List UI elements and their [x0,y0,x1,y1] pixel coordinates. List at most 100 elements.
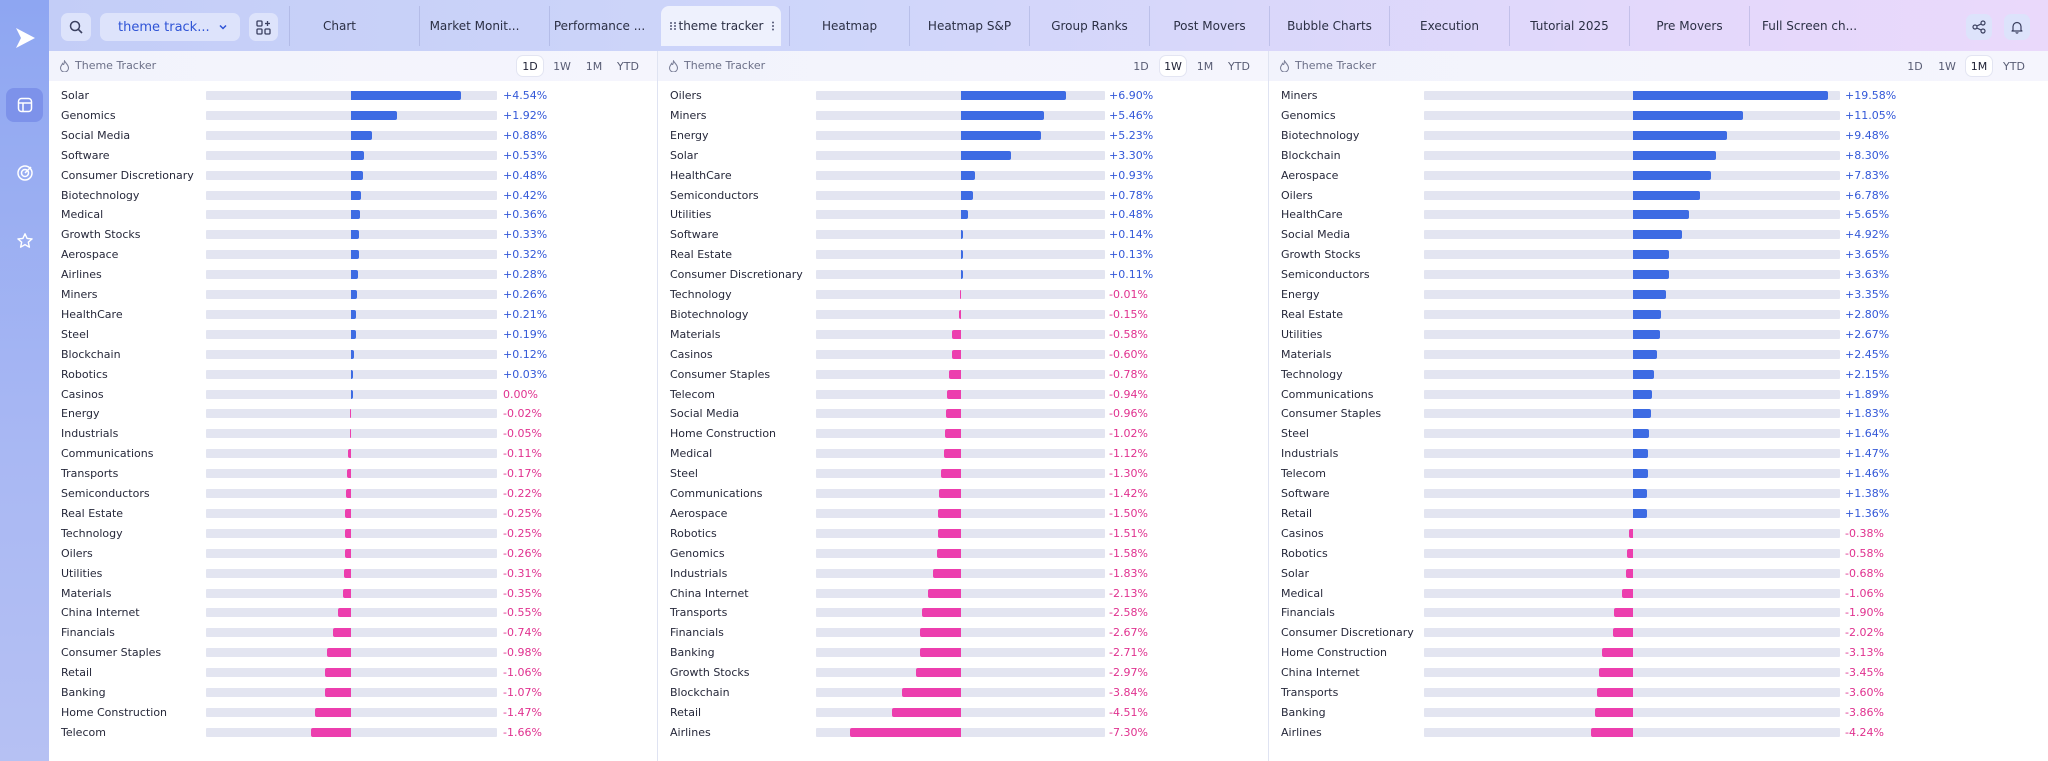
theme-row[interactable]: Miners +19.58% [1269,86,2048,106]
theme-row[interactable]: Real Estate +2.80% [1269,305,2048,325]
tab-performance[interactable]: Performance ... [549,6,649,46]
tab-chart[interactable]: Chart [289,6,389,46]
range-button-1m[interactable]: 1M [1196,59,1214,73]
range-button-1w[interactable]: 1W [1938,59,1956,73]
theme-row[interactable]: Oilers +6.90% [658,86,1268,106]
theme-row[interactable]: Robotics -0.58% [1269,544,2048,564]
theme-row[interactable]: Technology +2.15% [1269,365,2048,385]
theme-row[interactable]: Genomics +11.05% [1269,106,2048,126]
theme-row[interactable]: Telecom -1.66% [49,723,657,743]
theme-row[interactable]: Telecom +1.46% [1269,464,2048,484]
theme-row[interactable]: Transports -2.58% [658,603,1268,623]
theme-row[interactable]: Social Media +0.88% [49,126,657,146]
theme-row[interactable]: Energy -0.02% [49,404,657,424]
theme-row[interactable]: Casinos -0.60% [658,345,1268,365]
theme-row[interactable]: Miners +5.46% [658,106,1268,126]
theme-row[interactable]: Oilers +6.78% [1269,186,2048,206]
theme-row[interactable]: Semiconductors +3.63% [1269,265,2048,285]
theme-row[interactable]: Steel -1.30% [658,464,1268,484]
tab-market-monitor[interactable]: Market Monit... [419,6,529,46]
theme-row[interactable]: Home Construction -1.47% [49,703,657,723]
theme-row[interactable]: Biotechnology +9.48% [1269,126,2048,146]
theme-row[interactable]: Banking -1.07% [49,683,657,703]
theme-row[interactable]: Industrials -0.05% [49,424,657,444]
theme-row[interactable]: China Internet -3.45% [1269,663,2048,683]
range-button-1d[interactable]: 1D [1907,59,1923,73]
theme-row[interactable]: Consumer Discretionary +0.11% [658,265,1268,285]
theme-row[interactable]: Miners +0.26% [49,285,657,305]
theme-row[interactable]: Growth Stocks +3.65% [1269,245,2048,265]
theme-row[interactable]: Financials -1.90% [1269,603,2048,623]
theme-row[interactable]: Energy +3.35% [1269,285,2048,305]
theme-row[interactable]: Banking -3.86% [1269,703,2048,723]
theme-row[interactable]: Home Construction -3.13% [1269,643,2048,663]
theme-row[interactable]: Telecom -0.94% [658,385,1268,405]
theme-row[interactable]: Financials -0.74% [49,623,657,643]
range-button-1w[interactable]: 1W [1160,56,1186,76]
theme-row[interactable]: Consumer Discretionary +0.48% [49,166,657,186]
theme-row[interactable]: Consumer Staples -0.78% [658,365,1268,385]
scanner-nav-button[interactable] [6,156,43,190]
dashboard-nav-button[interactable] [6,88,43,122]
theme-row[interactable]: Utilities +2.67% [1269,325,2048,345]
theme-row[interactable]: Oilers -0.26% [49,544,657,564]
theme-row[interactable]: Growth Stocks -2.97% [658,663,1268,683]
tab-execution[interactable]: Execution [1389,6,1509,46]
theme-row[interactable]: Transports -3.60% [1269,683,2048,703]
theme-row[interactable]: Medical +0.36% [49,205,657,225]
theme-row[interactable]: Medical -1.12% [658,444,1268,464]
theme-row[interactable]: Industrials -1.83% [658,564,1268,584]
theme-row[interactable]: Solar +4.54% [49,86,657,106]
more-vertical-icon[interactable] [771,21,775,31]
theme-row[interactable]: Airlines -7.30% [658,723,1268,743]
theme-row[interactable]: Steel +1.64% [1269,424,2048,444]
theme-row[interactable]: Aerospace -1.50% [658,504,1268,524]
range-button-1d[interactable]: 1D [1133,59,1149,73]
theme-row[interactable]: Technology -0.25% [49,524,657,544]
theme-row[interactable]: Aerospace +0.32% [49,245,657,265]
theme-row[interactable]: Steel +0.19% [49,325,657,345]
theme-row[interactable]: China Internet -0.55% [49,603,657,623]
tab-bubble-charts[interactable]: Bubble Charts [1269,6,1389,46]
theme-row[interactable]: Communications -0.11% [49,444,657,464]
theme-row[interactable]: China Internet -2.13% [658,584,1268,604]
tab-theme-tracker[interactable]: theme tracker [661,6,781,46]
tab-group-ranks[interactable]: Group Ranks [1029,6,1149,46]
theme-row[interactable]: Transports -0.17% [49,464,657,484]
theme-row[interactable]: Airlines -4.24% [1269,723,2048,743]
theme-row[interactable]: Consumer Staples -0.98% [49,643,657,663]
theme-row[interactable]: Medical -1.06% [1269,584,2048,604]
theme-row[interactable]: Genomics -1.58% [658,544,1268,564]
theme-row[interactable]: Home Construction -1.02% [658,424,1268,444]
widgets-button[interactable] [249,13,278,41]
theme-row[interactable]: Materials +2.45% [1269,345,2048,365]
tab-heatmap-sp[interactable]: Heatmap S&P [909,6,1029,46]
range-button-1w[interactable]: 1W [553,59,571,73]
range-button-ytd[interactable]: YTD [1228,59,1250,73]
theme-row[interactable]: Robotics +0.03% [49,365,657,385]
logo-icon[interactable] [12,25,38,51]
theme-row[interactable]: Semiconductors +0.78% [658,186,1268,206]
theme-row[interactable]: Energy +5.23% [658,126,1268,146]
theme-row[interactable]: Blockchain -3.84% [658,683,1268,703]
theme-row[interactable]: Semiconductors -0.22% [49,484,657,504]
theme-row[interactable]: Utilities -0.31% [49,564,657,584]
drag-handle-icon[interactable] [669,21,677,31]
theme-row[interactable]: HealthCare +5.65% [1269,205,2048,225]
notifications-button[interactable] [2004,14,2030,40]
theme-row[interactable]: Industrials +1.47% [1269,444,2048,464]
theme-row[interactable]: Banking -2.71% [658,643,1268,663]
theme-row[interactable]: Solar -0.68% [1269,564,2048,584]
tab-post-movers[interactable]: Post Movers [1149,6,1269,46]
range-button-1m[interactable]: 1M [1966,56,1992,76]
theme-row[interactable]: Casinos -0.38% [1269,524,2048,544]
theme-row[interactable]: Retail -4.51% [658,703,1268,723]
theme-row[interactable]: Airlines +0.28% [49,265,657,285]
theme-row[interactable]: Software +0.53% [49,146,657,166]
theme-row[interactable]: Software +1.38% [1269,484,2048,504]
theme-row[interactable]: Software +0.14% [658,225,1268,245]
theme-row[interactable]: Communications -1.42% [658,484,1268,504]
theme-row[interactable]: Retail -1.06% [49,663,657,683]
theme-row[interactable]: Blockchain +0.12% [49,345,657,365]
range-button-1m[interactable]: 1M [585,59,603,73]
